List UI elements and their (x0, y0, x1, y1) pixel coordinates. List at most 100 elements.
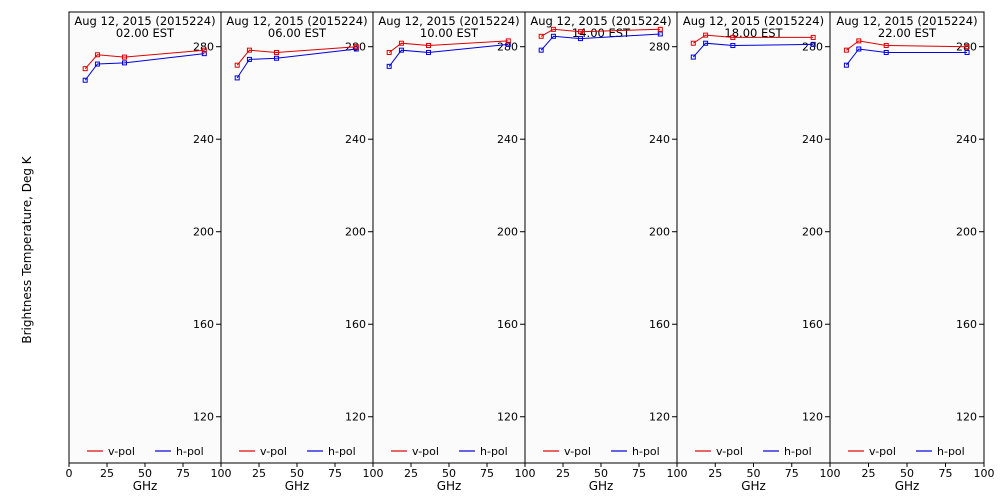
x-tick-label: 75 (785, 467, 799, 480)
data-point (538, 33, 544, 39)
data-point (273, 55, 279, 61)
data-point (246, 47, 252, 53)
series-v-pol (82, 47, 207, 72)
data-point (201, 51, 207, 57)
y-tick-label: 200 (345, 226, 366, 239)
data-point (657, 26, 663, 32)
x-axis-label: GHz (285, 479, 310, 493)
legend-label-h-pol: h-pol (632, 445, 660, 458)
series-line-h-pol (692, 42, 814, 58)
x-tick-label: 25 (556, 467, 570, 480)
panel-title: Aug 12, 2015 (2015224) (683, 14, 824, 28)
data-point (386, 63, 392, 69)
data-point (964, 49, 970, 55)
y-axis-label: Brightness Temperature, Deg K (20, 155, 34, 343)
data-point (577, 36, 583, 42)
data-point (82, 77, 88, 83)
x-tick-label: 50 (594, 467, 608, 480)
legend-label-v-pol: v-pol (564, 445, 591, 458)
data-point (538, 47, 544, 53)
data-point (703, 40, 709, 46)
legend: v-pol h-pol (391, 445, 508, 458)
data-point (386, 49, 392, 55)
y-tick-label: 160 (649, 318, 670, 331)
y-tick-label: 120 (345, 411, 366, 424)
y-tick-label: 200 (956, 226, 977, 239)
series-v-pol (538, 26, 663, 39)
y-tick-label: 120 (649, 411, 670, 424)
legend: v-pol h-pol (239, 445, 356, 458)
data-point (883, 43, 889, 49)
legend-label-h-pol: h-pol (328, 445, 356, 458)
data-point (425, 43, 431, 49)
x-tick-label: 75 (632, 467, 646, 480)
data-point (843, 62, 849, 68)
series-line-v-pol (236, 46, 357, 66)
x-tick-label: 25 (100, 467, 114, 480)
panel-subtitle: 10.00 EST (420, 26, 479, 40)
x-tick-label: 100 (363, 467, 384, 480)
panel-title: Aug 12, 2015 (2015224) (226, 14, 367, 28)
panel-title: Aug 12, 2015 (2015224) (530, 14, 671, 28)
data-point (810, 34, 816, 40)
y-tick-label: 200 (649, 226, 670, 239)
data-point (550, 26, 556, 32)
series-h-pol (82, 51, 207, 83)
data-point (550, 33, 556, 39)
y-tick-label: 160 (802, 318, 823, 331)
data-point (690, 54, 696, 60)
x-tick-label: 0 (66, 467, 73, 480)
legend-label-h-pol: h-pol (784, 445, 812, 458)
x-tick-label: 25 (404, 467, 418, 480)
data-point (883, 49, 889, 55)
x-axis-label: GHz (895, 479, 920, 493)
data-point (94, 52, 100, 58)
data-point (505, 41, 511, 47)
data-point (964, 44, 970, 50)
data-point (505, 38, 511, 44)
legend: v-pol h-pol (543, 445, 660, 458)
y-tick-label: 160 (956, 318, 977, 331)
x-tick-label: 100 (974, 467, 995, 480)
x-tick-label: 50 (442, 467, 456, 480)
data-point (398, 40, 404, 46)
x-tick-label: 75 (328, 467, 342, 480)
legend: v-pol h-pol (695, 445, 812, 458)
x-tick-label: 75 (480, 467, 494, 480)
data-point (246, 56, 252, 62)
y-tick-label: 240 (802, 133, 823, 146)
y-tick-label: 200 (497, 226, 518, 239)
y-tick-label: 280 (649, 41, 670, 54)
plot-area (525, 12, 677, 463)
panel-subtitle: 14.00 EST (572, 26, 631, 40)
panel-5: 120 160 200 240 280 25 50 75 100 GHz Aug 12, 2015 … (676, 11, 841, 493)
series-h-pol (690, 40, 816, 60)
y-tick-label: 120 (802, 411, 823, 424)
y-tick-label: 280 (956, 41, 977, 54)
y-tick-label: 200 (802, 226, 823, 239)
plot-frame (829, 11, 985, 464)
legend-label-h-pol: h-pol (480, 445, 508, 458)
y-tick-label: 280 (497, 41, 518, 54)
series-h-pol (386, 41, 511, 69)
data-point (810, 41, 816, 47)
series-line-h-pol (84, 53, 205, 81)
y-tick-label: 160 (193, 318, 214, 331)
data-point (690, 40, 696, 46)
x-tick-label: 50 (747, 467, 761, 480)
series-v-pol (234, 44, 359, 68)
panel-subtitle: 18.00 EST (724, 26, 783, 40)
x-axis-label: GHz (133, 479, 158, 493)
y-tick-label: 160 (497, 318, 518, 331)
x-axis-label: GHz (437, 479, 462, 493)
y-tick-label: 240 (193, 133, 214, 146)
data-point (856, 46, 862, 52)
x-tick-label: 50 (138, 467, 152, 480)
legend: v-pol h-pol (87, 445, 204, 458)
series-h-pol (843, 46, 970, 68)
legend-label-h-pol: h-pol (937, 445, 965, 458)
series-h-pol (538, 31, 663, 53)
panel-title: Aug 12, 2015 (2015224) (836, 14, 977, 28)
